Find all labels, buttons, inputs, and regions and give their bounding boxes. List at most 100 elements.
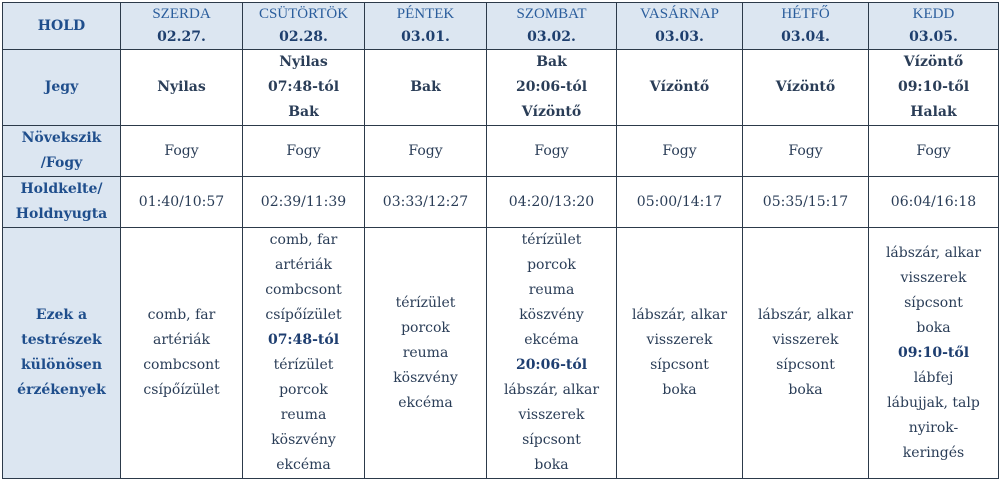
body-part-item: térízület (521, 232, 582, 248)
body-part-item: artériák (275, 257, 332, 273)
body-part-item: lábszár, alkar (503, 382, 600, 398)
day-header: SZOMBAT 03.02. (486, 2, 617, 50)
body-part-item: sípcsont (650, 357, 709, 373)
body-part-item: lábszár, alkar (757, 307, 854, 323)
sign-cell: Nyilas (120, 49, 243, 126)
cell-line: Nyilas (157, 79, 206, 95)
cell-line: Nyilas (279, 54, 328, 70)
body-part-item: reuma (528, 282, 575, 298)
rise-set-cell: 04:20/13:20 (486, 176, 617, 228)
header-row: HOLD SZERDA 02.27. CSÜTÖRTÖK 02.28. PÉNTEK… (2, 2, 999, 50)
phase-cell: Fogy (486, 125, 617, 177)
sign-cell: Vízöntő (742, 49, 869, 126)
body-part-item: lábszár, alkar (885, 244, 982, 261)
body-parts-row: Ezek a testrészek különösen érzékenyek comb… (2, 227, 999, 479)
body-parts-cell: lábszár, alkar visszerek sípcsont boka 09:10… (868, 227, 999, 479)
body-part-item: reuma (402, 344, 449, 361)
time-marker: 07:48-tól (267, 332, 340, 348)
phase-cell: Fogy (242, 125, 365, 177)
day-name: SZERDA (152, 6, 211, 22)
body-part-item: lábfej (913, 369, 954, 386)
day-name: PÉNTEK (396, 6, 455, 22)
day-name: KEDD (912, 6, 955, 22)
rise-set-cell: 05:35/15:17 (742, 176, 869, 228)
body-part-item: sípcsont (776, 357, 835, 373)
cell-line: Holdnyugta (15, 206, 108, 222)
cell-line: /Fogy (40, 155, 83, 171)
body-parts-cell: comb, far artériák combcsont csípőízület (120, 227, 243, 479)
body-part-item: porcok (401, 319, 450, 336)
day-date: 03.01. (401, 29, 450, 45)
cell-line: különösen (20, 357, 103, 373)
sign-row: Jegy Nyilas Nyilas 07:48-tól Bak Bak Bak 20… (2, 49, 999, 126)
body-part-item: boka (788, 382, 823, 398)
cell-line: Vízöntő (649, 79, 710, 95)
rise-set-cell: 03:33/12:27 (364, 176, 487, 228)
body-part-item: reuma (280, 407, 327, 423)
row-label-testreszek: Ezek a testrészek különösen érzékenyek (2, 227, 121, 479)
corner-label: HOLD (2, 2, 121, 50)
body-part-item: artériák (153, 332, 210, 348)
body-part-item: boka (916, 319, 951, 336)
row-label-novekszik: Növekszik/Fogy (2, 125, 121, 177)
body-part-item: combcsont (143, 357, 220, 373)
day-name: SZOMBAT (516, 6, 587, 22)
sign-cell: Vízöntő 09:10-től Halak (868, 49, 999, 126)
body-part-item: térízület (395, 294, 456, 311)
day-header: HÉTFŐ 03.04. (742, 2, 869, 50)
day-name: CSÜTÖRTÖK (258, 6, 349, 22)
cell-line: Bak (536, 54, 567, 70)
sign-cell: Bak (364, 49, 487, 126)
cell-line: Ezek a (35, 307, 88, 323)
cell-line: Vízöntő (521, 104, 582, 120)
body-part-item: boka (534, 457, 569, 473)
sign-cell: Nyilas 07:48-tól Bak (242, 49, 365, 126)
day-name: VASÁRNAP (640, 6, 719, 22)
day-date: 03.04. (781, 29, 830, 45)
cell-line: Növekszik (21, 130, 102, 146)
cell-line: testrészek (21, 332, 102, 348)
day-header: CSÜTÖRTÖK 02.28. (242, 2, 365, 50)
rise-set-row: Holdkelte/Holdnyugta 01:40/10:57 02:39/1… (2, 176, 999, 228)
cell-line: 09:10-től (897, 79, 970, 95)
rise-set-cell: 05:00/14:17 (616, 176, 743, 228)
phase-cell: Fogy (364, 125, 487, 177)
day-header: KEDD 03.05. (868, 2, 999, 50)
phase-cell: Fogy (742, 125, 869, 177)
body-part-item: lábszár, alkar (631, 307, 728, 323)
cell-line: Holdkelte/ (20, 181, 103, 197)
body-part-item: ekcéma (398, 394, 453, 411)
body-part-item: csípőízület (143, 382, 220, 398)
body-part-item: ekcéma (276, 457, 331, 473)
body-part-item: ekcéma (524, 332, 579, 348)
body-part-item: sípcsont (522, 432, 581, 448)
body-part-item: boka (662, 382, 697, 398)
cell-line: 07:48-tól (267, 79, 340, 95)
body-parts-cell: térízület porcok reuma köszvény ekcéma 20:06-… (486, 227, 617, 479)
body-part-item: köszvény (271, 432, 336, 448)
day-header: PÉNTEK 03.01. (364, 2, 487, 50)
cell-line: Bak (410, 79, 441, 95)
day-header: SZERDA 02.27. (120, 2, 243, 50)
cell-line: Bak (288, 104, 319, 120)
body-part-item: köszvény (393, 369, 458, 386)
body-part-item: visszerek (518, 407, 585, 423)
cell-line: érzékenyek (17, 382, 106, 398)
rise-set-cell: 06:04/16:18 (868, 176, 999, 228)
body-part-item: térízület (273, 357, 334, 373)
sign-cell: Bak 20:06-tól Vízöntő (486, 49, 617, 126)
row-label-holdkelte: Holdkelte/Holdnyugta (2, 176, 121, 228)
body-part-item: porcok (279, 382, 328, 398)
phase-cell: Fogy (616, 125, 743, 177)
body-part-item: porcok (527, 257, 576, 273)
day-date: 03.02. (527, 29, 576, 45)
body-part-item: comb, far (269, 232, 338, 248)
cell-line: Vízöntő (903, 54, 964, 70)
row-label-jegy: Jegy (2, 49, 121, 126)
body-parts-cell: térízület porcok reuma köszvény ekcéma (364, 227, 487, 479)
day-date: 03.05. (909, 29, 958, 45)
body-part-item: sípcsont (904, 294, 963, 311)
cell-line: Halak (910, 104, 957, 120)
day-date: 02.28. (279, 29, 328, 45)
sign-cell: Vízöntő (616, 49, 743, 126)
